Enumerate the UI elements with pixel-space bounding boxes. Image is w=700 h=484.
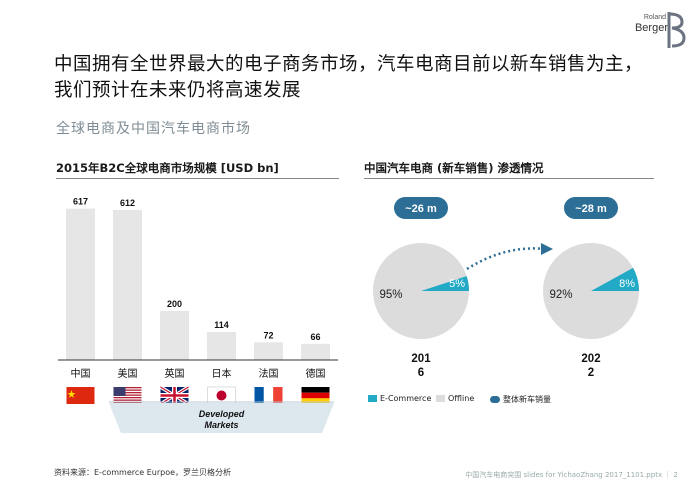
- pie-charts: ~26 m 5% 95% 201 6 ~28 m 8% 92% 202 2: [373, 197, 639, 379]
- legend-total-label: 整体新车销量: [503, 395, 551, 404]
- usa-flag-stripe: [113, 399, 142, 401]
- china-flag-field: [66, 387, 95, 404]
- bar-chart-title: 2015年B2C全球电商市场规模 [USD bn]: [56, 161, 279, 175]
- pie-ecommerce-slice-0: [421, 276, 469, 291]
- legend-total: 整体新车销量: [490, 394, 551, 405]
- page-subtitle: 全球电商及中国汽车电商市场: [56, 121, 251, 137]
- legend-total-swatch: [490, 396, 500, 403]
- bar-value-label-2: 200: [167, 299, 182, 309]
- germany-flag-icon: [301, 387, 330, 404]
- logo-berger-text: Berger: [634, 22, 668, 34]
- bar-chart-title-rule: [56, 178, 339, 179]
- usa-flag-stripe: [113, 387, 142, 389]
- bar-2: [160, 310, 189, 360]
- germany-flag-red: [301, 392, 330, 399]
- germany-flag-black: [301, 387, 330, 393]
- bar-category-label-0: 中国: [71, 367, 91, 380]
- usa-flag-stripe: [113, 397, 142, 399]
- bar-category-label-2: 英国: [165, 367, 185, 380]
- legend-ecommerce-label: E-Commerce: [380, 394, 432, 403]
- china-flag-star: [67, 390, 76, 398]
- bar-value-label-4: 72: [263, 330, 273, 340]
- logo-roland-text: Roland: [643, 14, 666, 21]
- france-flag-red: [273, 387, 283, 404]
- bar-value-label-3: 114: [214, 320, 229, 330]
- pie-year-bottom-1: 2: [588, 367, 594, 379]
- pie-offline-label-1: 92%: [549, 289, 572, 301]
- total-sales-pill-0: [394, 197, 448, 219]
- total-sales-label-0: ~26 m: [405, 203, 437, 215]
- legend-offline-label: Offline: [448, 394, 475, 403]
- pie-chart-title-rule: [364, 178, 654, 179]
- bar-value-label-5: 66: [310, 332, 320, 342]
- usa-flag-stripe: [113, 389, 142, 391]
- bar-1: [113, 209, 142, 360]
- legend-ecommerce: E-Commerce: [368, 394, 431, 403]
- germany-flag-gold: [301, 398, 330, 404]
- france-flag-icon: [254, 387, 283, 404]
- bar-category-label-5: 德国: [306, 367, 326, 380]
- total-sales-label-1: ~28 m: [575, 203, 607, 215]
- japan-flag-icon: [207, 386, 236, 405]
- growth-arrow-icon: [466, 247, 546, 271]
- developed-markets-bracket: [109, 403, 334, 433]
- bar-category-label-4: 法国: [259, 367, 279, 380]
- usa-flag-icon: [113, 387, 142, 404]
- pie-chart-title: 中国汽车电商 (新车销售) 渗透情况: [364, 161, 544, 175]
- roland-berger-logo: Roland Berger: [626, 8, 686, 52]
- pie-ecommerce-slice-1: [591, 267, 639, 291]
- france-flag-white: [263, 387, 274, 404]
- usa-flag-canton: [113, 387, 126, 396]
- bar-3: [207, 332, 236, 360]
- developed-markets-label-1: Developed: [199, 409, 245, 419]
- legend-offline-swatch: [436, 395, 445, 402]
- bar-category-label-3: 日本: [212, 367, 232, 380]
- pie-ecommerce-label-1: 8%: [619, 278, 635, 290]
- pie-year-top-1: 202: [581, 353, 600, 365]
- bar-5: [301, 343, 330, 360]
- total-sales-pill-1: [564, 197, 618, 219]
- bar-category-label-1: 美国: [118, 367, 138, 380]
- usa-flag-stripe: [113, 394, 142, 396]
- bar-chart: 617 中国 612 美国 200 英国 114 日本 72 法国 66 德国 DevelopedMar…: [58, 197, 338, 433]
- pie-year-top-0: 201: [411, 353, 431, 365]
- pie-ecommerce-label-0: 5%: [449, 278, 465, 290]
- growth-arrow-head-icon: [541, 243, 553, 255]
- bar-4: [254, 342, 283, 360]
- page-headline: 中国拥有全世界最大的电子商务市场，汽车电商目前以新车销售为主，我们预计在未来仍将…: [54, 54, 644, 101]
- bar-0: [66, 208, 95, 360]
- pie-year-bottom-0: 6: [418, 367, 424, 379]
- usa-flag-stripe: [113, 402, 142, 404]
- china-flag-icon: [66, 387, 95, 404]
- developed-markets-label-2: Markets: [204, 420, 238, 430]
- source-note: 资料来源：E-commerce Eurpoe，罗兰贝格分析: [54, 468, 232, 477]
- uk-flag-cross-red: [160, 387, 189, 404]
- bar-value-label-1: 612: [120, 198, 135, 208]
- usa-flag-stripe: [113, 392, 142, 394]
- japan-flag-disc: [216, 390, 227, 401]
- page-footer: 中国汽车电商突围 slides for YichaoZhang 2017_110…: [465, 471, 678, 479]
- pie-offline-label-0: 95%: [379, 289, 402, 301]
- legend-offline: Offline: [436, 394, 474, 403]
- uk-flag-icon: [159, 385, 190, 406]
- bar-value-label-0: 617: [73, 197, 88, 207]
- legend-ecommerce-swatch: [368, 395, 377, 402]
- logo-b-mark-icon: [667, 12, 686, 48]
- france-flag-blue: [254, 387, 264, 404]
